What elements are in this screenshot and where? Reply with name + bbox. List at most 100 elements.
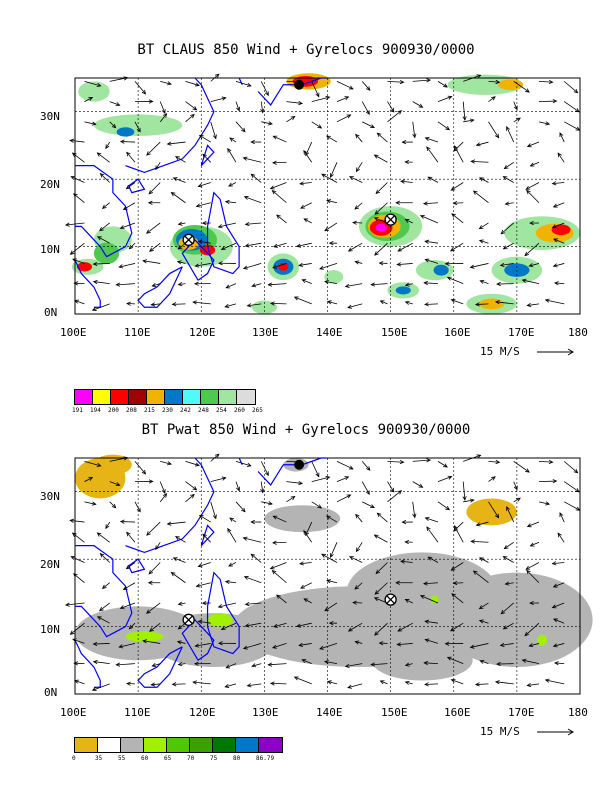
wind-arrow (172, 177, 186, 183)
wind-arrow (224, 683, 237, 688)
field-blob (278, 262, 289, 271)
wind-arrow (235, 101, 241, 112)
x-label: 160E (444, 706, 471, 719)
wind-arrow (99, 173, 110, 183)
wind-arrow (177, 282, 186, 287)
wind-arrow (72, 638, 85, 644)
wind-arrow (197, 562, 211, 568)
wind-arrow (305, 141, 313, 157)
wind-arrow (524, 242, 540, 257)
wind-arrow (526, 521, 540, 528)
wind-arrow (426, 146, 439, 163)
wind-arrow (379, 680, 388, 685)
wind-arrow (437, 121, 451, 131)
y-label: 10N (40, 623, 60, 636)
wind-arrow (500, 602, 514, 615)
wind-arrow (171, 302, 186, 307)
wind-arrow (217, 602, 237, 609)
x-label: 150E (381, 326, 408, 339)
wind-arrow (220, 242, 237, 251)
wind-arrow (185, 101, 198, 111)
wind-arrow (142, 639, 161, 644)
wind-arrow (559, 132, 565, 143)
wind-arrow (553, 238, 565, 244)
wind-arrow (352, 220, 363, 225)
wind-arrow (134, 461, 147, 475)
colorbar-swatch (166, 737, 191, 753)
wind-arrow (210, 96, 227, 102)
wind-arrow (151, 663, 161, 668)
wind-arrow (128, 242, 136, 250)
wind-arrow (118, 643, 136, 649)
wind-arrow (155, 542, 161, 551)
wind-arrow (400, 179, 413, 184)
wind-arrow (437, 95, 453, 102)
wind-arrow (344, 663, 363, 669)
wind-arrow (424, 638, 439, 644)
colorbar-label: 191 (72, 407, 83, 414)
wind-arrow (176, 260, 186, 265)
wind-arrow (354, 260, 363, 265)
colorbar-label: 230 (162, 407, 173, 414)
wind-arrow (564, 501, 581, 511)
wind-arrow (228, 182, 237, 187)
wind-arrow (551, 602, 565, 609)
wind-arrow (267, 662, 287, 667)
wind-arrow (419, 595, 439, 604)
wind-arrow (538, 121, 551, 126)
wind-arrow (412, 121, 417, 139)
wind-arrow (419, 215, 439, 224)
wind-arrow (529, 220, 539, 226)
field-blob (125, 631, 164, 643)
wind-arrow (404, 599, 413, 604)
y-label: 30N (40, 490, 60, 503)
y-label: 30N (40, 110, 60, 123)
wind-arrow (463, 118, 475, 123)
wind-arrow (142, 259, 161, 264)
wind-arrow (528, 263, 540, 268)
wind-arrow (242, 536, 262, 543)
y-label: 0N (44, 686, 58, 699)
wind-arrow (119, 602, 136, 610)
wind-arrow (166, 141, 186, 146)
wind-arrow (553, 618, 565, 624)
wind-arrow (210, 453, 220, 462)
wind-arrow (450, 622, 464, 632)
wind-arrow (201, 600, 211, 606)
wind-arrow (298, 642, 312, 647)
coastline (206, 191, 240, 275)
wind-arrow (470, 159, 489, 164)
wind-arrow (446, 276, 464, 285)
wind-arrow (426, 526, 439, 543)
wind-arrow (450, 562, 464, 571)
wind-arrow (404, 300, 413, 305)
wind-arrow (293, 676, 312, 685)
wind-arrow (185, 493, 195, 503)
wind-arrow (195, 202, 211, 208)
wind-arrow (488, 96, 496, 102)
wind-arrow (91, 303, 110, 311)
wind-arrow (355, 513, 363, 523)
wind-arrow (272, 135, 287, 143)
wind-arrow (504, 581, 514, 586)
wind-arrow (301, 279, 312, 285)
wind-arrow (170, 571, 186, 584)
wind-arrow (374, 582, 388, 595)
wind-arrow (424, 302, 438, 307)
wind-arrow (373, 154, 388, 163)
wind-arrow (370, 282, 388, 287)
wind-arrow (276, 214, 287, 224)
wind-arrow (355, 542, 363, 553)
wind-arrow (387, 490, 403, 503)
colorbar-label: 35 (95, 755, 103, 762)
coastline (206, 571, 240, 655)
colorbar-swatch (258, 737, 283, 753)
coastline (181, 618, 215, 661)
colorbar-label: 208 (126, 407, 137, 414)
wind-arrow (404, 219, 413, 224)
wind-arrow (452, 200, 464, 206)
wind-arrow (529, 541, 540, 547)
wind-arrow (526, 141, 540, 148)
wind-arrow (122, 202, 136, 210)
wind-arrow (69, 138, 85, 143)
